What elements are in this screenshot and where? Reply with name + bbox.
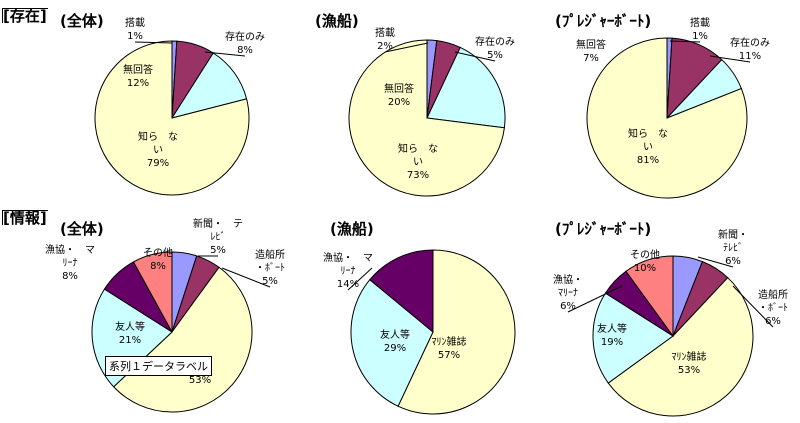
slice-label: ﾏﾘﾝ雑誌 57% — [432, 335, 467, 361]
slice-label: 新聞・ テﾚﾋﾞ 5% — [193, 217, 243, 256]
pie-chart-1: (全体) 搭載 1% 存在のみ 8% 無回答 12% 知ら ない 79% — [60, 12, 265, 196]
leader-line — [709, 55, 751, 63]
pie-title: (漁船) — [330, 220, 374, 238]
slice-label: 新聞・ﾃﾚﾋﾞ 6% — [718, 228, 748, 267]
slice-label: 存在のみ 11% — [730, 36, 770, 62]
pie-title: (全体) — [60, 12, 104, 30]
pie-title: (ﾌﾟﾚｼﾞｬｰﾎﾞｰﾄ) — [555, 12, 651, 30]
slice-label: 漁協・ﾏﾘｰﾅ 6% — [553, 273, 583, 312]
pie-slice — [607, 276, 754, 417]
pie-chart-5: (漁船) ﾏﾘﾝ雑誌 57% 友人等 29% 漁協・ マﾘｰﾅ 14% — [323, 220, 516, 415]
section-bracket-information — [2, 210, 48, 225]
pie-chart-6: (ﾌﾟﾚｼﾞｬｰﾎﾞｰﾄ) 新聞・ﾃﾚﾋﾞ 6% 造船所・ﾎﾞｰﾄ 6% ﾏﾘﾝ雑誌 53%… — [553, 220, 788, 417]
leader-line — [454, 51, 496, 62]
slice-label: 友人等 19% — [597, 322, 627, 348]
leader-line — [221, 267, 271, 288]
section-label-existence: [存在] — [3, 7, 47, 25]
pie-title: (全体) — [60, 220, 104, 238]
pie-slice — [348, 39, 505, 197]
slice-label: 無回答 7% — [576, 38, 606, 64]
slice-label: 無回答 12% — [123, 63, 153, 89]
section-label-information: [情報] — [3, 209, 47, 227]
leader-line — [669, 40, 701, 43]
slice-label: 存在のみ 8% — [225, 30, 265, 56]
leader-line — [384, 42, 429, 53]
slice-label: 知ら ない 73% — [398, 142, 438, 181]
slice-label: 無回答 20% — [384, 82, 414, 108]
pie-slice — [94, 40, 250, 196]
pie-title: (漁船) — [315, 12, 359, 30]
leader-line — [347, 267, 373, 291]
pie-slice — [397, 249, 516, 415]
pie-title: (ﾌﾟﾚｼﾞｬｰﾎﾞｰﾄ) — [555, 220, 651, 238]
section-bracket-existence — [2, 8, 48, 23]
slice-label: 存在のみ 5% — [475, 35, 515, 61]
slice-label: 漁協・ マﾘｰﾅ 14% — [323, 251, 373, 290]
slice-label: 搭載 1% — [125, 16, 145, 42]
leader-line — [697, 256, 734, 268]
leader-line — [567, 285, 623, 313]
leader-line — [204, 51, 246, 57]
pie-slice — [132, 251, 173, 333]
slice-label: その他 10% — [630, 248, 660, 274]
slice-label: 造船所・ﾎﾞｰﾄ 5% — [255, 248, 285, 287]
pie-chart-3: (ﾌﾟﾚｼﾞｬｰﾎﾞｰﾄ) 搭載 1% 存在のみ 11% 無回答 7% 知ら ない 81% — [555, 12, 770, 199]
slice-label: ﾏﾘﾝ雑誌 53% — [672, 350, 707, 376]
slice-label: 友人等 29% — [380, 328, 410, 354]
pie-slice — [586, 37, 748, 199]
pie-slice — [369, 249, 434, 334]
data-label-tooltip: 系列１データラベル — [105, 356, 212, 376]
leader-line — [134, 41, 173, 44]
slice-label: 漁協・ マﾘｰﾅ 8% — [45, 243, 95, 282]
pie-slice — [592, 292, 674, 384]
slice-label: 造船所・ﾎﾞｰﾄ 6% — [758, 288, 788, 327]
pie-chart-2: (漁船) 搭載 2% 存在のみ 5% 無回答 20% 知ら ない 73% — [315, 12, 515, 197]
pie-slice — [350, 279, 434, 407]
pie-slice — [426, 46, 506, 129]
leader-line — [732, 285, 774, 328]
slice-label: 知ら ない 81% — [628, 127, 668, 166]
slice-label: 友人等 21% — [115, 320, 145, 346]
pie-slice — [625, 255, 674, 338]
slice-label: 搭載 1% — [690, 16, 710, 42]
slice-label: 知ら ない 79% — [138, 130, 178, 169]
slice-label: その他 8% — [143, 246, 173, 272]
slice-label: 搭載 2% — [375, 26, 395, 52]
